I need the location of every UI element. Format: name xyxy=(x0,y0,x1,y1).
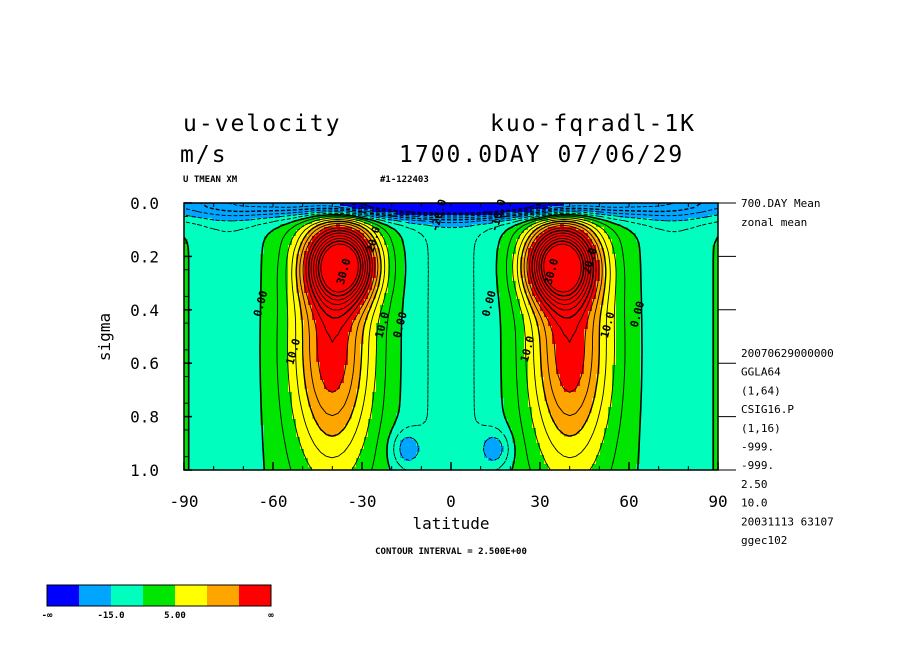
x-tick-label: -90 xyxy=(170,492,199,511)
contour-line xyxy=(305,227,597,343)
contour-line xyxy=(295,220,607,437)
contour-line xyxy=(184,212,718,470)
y-tick-label: 0.8 xyxy=(130,408,159,427)
x-tick-label: -60 xyxy=(259,492,288,511)
contour-line xyxy=(320,243,582,293)
colorbar-label: 5.00 xyxy=(164,611,186,621)
side-info-line: -999. xyxy=(741,441,774,454)
colorbar-swatch xyxy=(207,585,239,606)
colorbar-swatch xyxy=(111,585,143,606)
zonal-label: zonal mean xyxy=(741,216,807,229)
contour-line xyxy=(184,211,718,461)
x-tick-label: 30 xyxy=(530,492,549,511)
side-info-line: 20031113 63107 xyxy=(741,515,834,528)
colorbar-label: -15.0 xyxy=(97,611,124,621)
title-right: kuo-fqradl-1K xyxy=(490,111,696,137)
side-info-line: (1,16) xyxy=(741,422,781,435)
side-info-line: ggec102 xyxy=(741,534,787,547)
colorbar-swatch xyxy=(175,585,207,606)
contour-line xyxy=(184,207,718,224)
colorbar-frame xyxy=(46,584,272,607)
x-tick-label: 0 xyxy=(446,492,456,511)
datetime-label: 1700.0DAY 07/06/29 xyxy=(399,142,684,168)
y-tick-label: 0.6 xyxy=(130,354,159,373)
x-tick-label: 60 xyxy=(619,492,638,511)
x-tick-label: -30 xyxy=(348,492,377,511)
contour-line xyxy=(285,217,617,470)
mean-label: 700.DAY Mean xyxy=(741,197,820,210)
side-info-line: GGLA64 xyxy=(741,366,781,379)
run-id-label: #1-122403 xyxy=(380,175,429,185)
contour-line xyxy=(302,225,600,393)
side-info-line: CSIG16.P xyxy=(741,403,794,416)
contour-line xyxy=(307,229,595,319)
colorbar-swatch xyxy=(47,585,79,606)
colorbar-label: -∞ xyxy=(42,611,53,621)
contour-line xyxy=(291,219,611,459)
colorbar-swatch xyxy=(239,585,271,606)
var-label: U TMEAN XM xyxy=(183,175,238,185)
contour-line xyxy=(310,232,592,311)
side-info-line: -999. xyxy=(741,459,774,472)
y-tick-label: 0.0 xyxy=(130,194,159,213)
x-axis-label: latitude xyxy=(412,514,489,533)
y-tick-label: 0.4 xyxy=(130,301,159,320)
colorbar-swatch xyxy=(143,585,175,606)
colorbar-label: ∞ xyxy=(268,611,274,621)
colorbar-swatch xyxy=(79,585,111,606)
contour-line xyxy=(317,240,585,297)
title-left: u-velocity xyxy=(183,111,341,137)
contour-line xyxy=(184,213,718,470)
side-info-lines: 20070629000000 GGLA64 (1,64) CSIG16.P (1,16)… xyxy=(741,347,834,547)
contour-line xyxy=(313,235,589,306)
contour-line xyxy=(315,237,587,301)
y-axis-label: sigma xyxy=(95,313,114,361)
colorbar: -∞ -15.0 5.00 ∞ xyxy=(42,584,274,621)
side-info-line: 20070629000000 xyxy=(741,347,834,360)
contour-interval: CONTOUR INTERVAL = 2.500E+00 xyxy=(375,547,527,557)
x-axis: -90 -60 -30 0 30 60 90 xyxy=(170,203,728,511)
y-tick-label: 0.2 xyxy=(130,247,159,266)
side-info-line: (1,64) xyxy=(741,384,781,397)
y-tick-label: 1.0 xyxy=(130,461,159,480)
contour-line xyxy=(299,222,603,417)
field-area xyxy=(184,203,718,470)
side-info-line: 10.0 xyxy=(741,497,768,510)
side-info-line: 2.50 xyxy=(741,478,768,491)
contour-lines xyxy=(184,203,718,470)
x-tick-label: 90 xyxy=(708,492,727,511)
units-label: m/s xyxy=(180,142,228,168)
y-axis: 0.0 0.2 0.4 0.6 0.8 1.0 xyxy=(130,194,736,480)
contour-line xyxy=(276,215,626,470)
